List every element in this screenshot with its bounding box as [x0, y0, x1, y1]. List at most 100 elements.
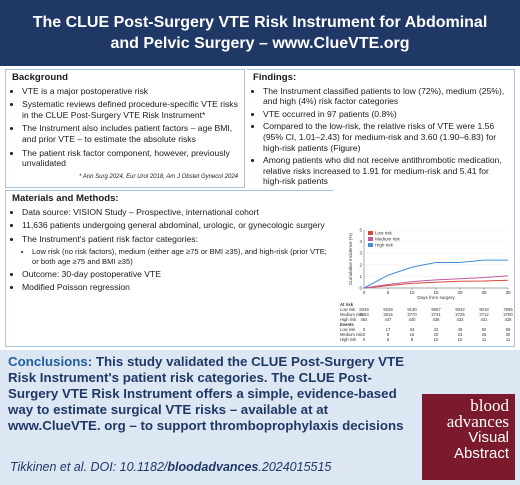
- x-axis-label: Days from surgery: [417, 295, 455, 300]
- table-cell: 2712: [479, 312, 489, 317]
- y-tick-label: 1: [359, 274, 362, 279]
- table-row-label: High risk: [340, 317, 357, 322]
- table-cell: 0: [363, 332, 366, 337]
- bullet: VTE is a major postoperative risk: [22, 86, 238, 97]
- table-cell: 447: [385, 317, 393, 322]
- table-cell: 2770: [407, 312, 417, 317]
- table-cell: 8229: [383, 307, 393, 312]
- table-heading: At risk: [340, 302, 354, 307]
- table-cell: 2853: [359, 312, 369, 317]
- x-tick-label: 25: [481, 290, 487, 295]
- table-cell: 440: [409, 317, 417, 322]
- table-cell: 0: [363, 337, 366, 342]
- x-tick-label: 20: [457, 290, 463, 295]
- footnote: * Ann Surg 2024, Eur Urol 2018, Am J Obs…: [79, 173, 238, 180]
- x-tick-label: 15: [433, 290, 439, 295]
- x-tick-label: 10: [409, 290, 415, 295]
- table-row-label: Medium risk: [340, 332, 363, 337]
- conclusions: Conclusions: This study validated the CL…: [8, 354, 418, 434]
- table-cell: 17: [386, 327, 391, 332]
- bullet: 11,636 patients undergoing general abdom…: [22, 220, 327, 231]
- table-cell: 10: [458, 337, 463, 342]
- background-list: VTE is a major postoperative risk Systema…: [12, 86, 238, 169]
- citation-journal: bloodadvances: [167, 460, 259, 474]
- bullet: Compared to the low-risk, the relative r…: [263, 121, 508, 153]
- methods-box: Materials and Methods: Data source: VISI…: [5, 190, 333, 347]
- bullet: Outcome: 30-day postoperative VTE: [22, 269, 327, 280]
- bullet: The Instrument classified patients to lo…: [263, 86, 508, 107]
- table-cell: 23: [458, 332, 463, 337]
- sub-list: Low risk (no risk factors), medium (eith…: [22, 247, 327, 265]
- legend-label: Low risk: [375, 231, 393, 236]
- findings-box: Findings: The Instrument classified pati…: [247, 69, 515, 347]
- conclusions-band: Conclusions: This study validated the CL…: [0, 350, 520, 485]
- bullet: Data source: VISION Study – Prospective,…: [22, 207, 327, 218]
- citation-prefix: Tikkinen et al. DOI: 10.1182/: [10, 460, 168, 474]
- x-tick-label: 0: [363, 290, 366, 295]
- table-cell: 50: [482, 327, 487, 332]
- legend-label: Medium risk: [375, 237, 400, 242]
- plot-background: [338, 224, 514, 346]
- table-cell: 2700: [503, 312, 513, 317]
- table-cell: 8: [387, 332, 390, 337]
- table-cell: 11: [506, 337, 511, 342]
- table-cell: 7995: [503, 307, 513, 312]
- table-cell: 16: [410, 332, 415, 337]
- table-cell: 30: [506, 332, 511, 337]
- bullet: The patient risk factor component, howev…: [22, 148, 238, 169]
- table-cell: 48: [458, 327, 463, 332]
- table-cell: 2815: [383, 312, 393, 317]
- logo-line: blood: [470, 396, 509, 415]
- table-heading: Events: [340, 322, 354, 327]
- y-tick-label: 2: [359, 262, 362, 267]
- table-cell: 26: [482, 332, 487, 337]
- table-row-label: Medium risk: [340, 312, 363, 317]
- bullet: Systematic reviews defined procedure-spe…: [22, 99, 238, 120]
- table-cell: 2741: [431, 312, 441, 317]
- bullet: The Instrument's patient risk factor cat…: [22, 234, 327, 245]
- bullet: Among patients who did not receive antit…: [263, 155, 508, 187]
- table-cell: 8018: [479, 307, 489, 312]
- x-tick-label: 30: [505, 290, 511, 295]
- table-cell: 20: [434, 332, 439, 337]
- x-tick-label: 5: [387, 290, 390, 295]
- table-row-label: Low risk: [340, 327, 356, 332]
- table-cell: 2725: [455, 312, 465, 317]
- y-tick-label: 4: [359, 239, 362, 244]
- y-tick-label: 5: [359, 228, 362, 233]
- table-cell: 5: [387, 337, 390, 342]
- y-axis-label: Cumulative incidence (%): [348, 232, 353, 285]
- bullet: VTE occurred in 97 patients (0.8%): [263, 109, 508, 120]
- logo: blood advances Visual Abstract: [422, 394, 515, 480]
- bullet: Low risk (no risk factors), medium (eith…: [32, 247, 327, 265]
- table-cell: 431: [481, 317, 489, 322]
- table-row-label: Low risk: [340, 307, 356, 312]
- table-cell: 10: [434, 337, 439, 342]
- header-title: The CLUE Post-Surgery VTE Risk Instrumen…: [0, 0, 520, 66]
- conclusions-label: Conclusions:: [8, 354, 93, 369]
- table-cell: 8: [411, 337, 414, 342]
- y-tick-label: 0: [359, 286, 362, 291]
- logo-line: Visual: [468, 429, 509, 446]
- table-cell: 0: [363, 327, 366, 332]
- table-cell: 436: [433, 317, 441, 322]
- table-row-label: High risk: [340, 337, 357, 342]
- table-cell: 433: [457, 317, 465, 322]
- table-cell: 34: [410, 327, 415, 332]
- table-cell: 8339: [359, 307, 369, 312]
- table-cell: 42: [434, 327, 439, 332]
- series-line: [363, 275, 509, 289]
- logo-line: advances: [446, 412, 509, 431]
- logo-line: Abstract: [453, 445, 509, 462]
- conclusions-text: This study validated the CLUE Post-Surge…: [8, 354, 405, 433]
- legend-swatch: [368, 243, 373, 247]
- table-cell: 8130: [407, 307, 417, 312]
- series-line: [363, 279, 509, 289]
- methods-list: Data source: VISION Study – Prospective,…: [12, 207, 327, 293]
- citation: Tikkinen et al. DOI: 10.1182/bloodadvanc…: [10, 460, 331, 474]
- table-cell: 8032: [455, 307, 465, 312]
- table-cell: 454: [361, 317, 369, 322]
- table-cell: 11: [482, 337, 487, 342]
